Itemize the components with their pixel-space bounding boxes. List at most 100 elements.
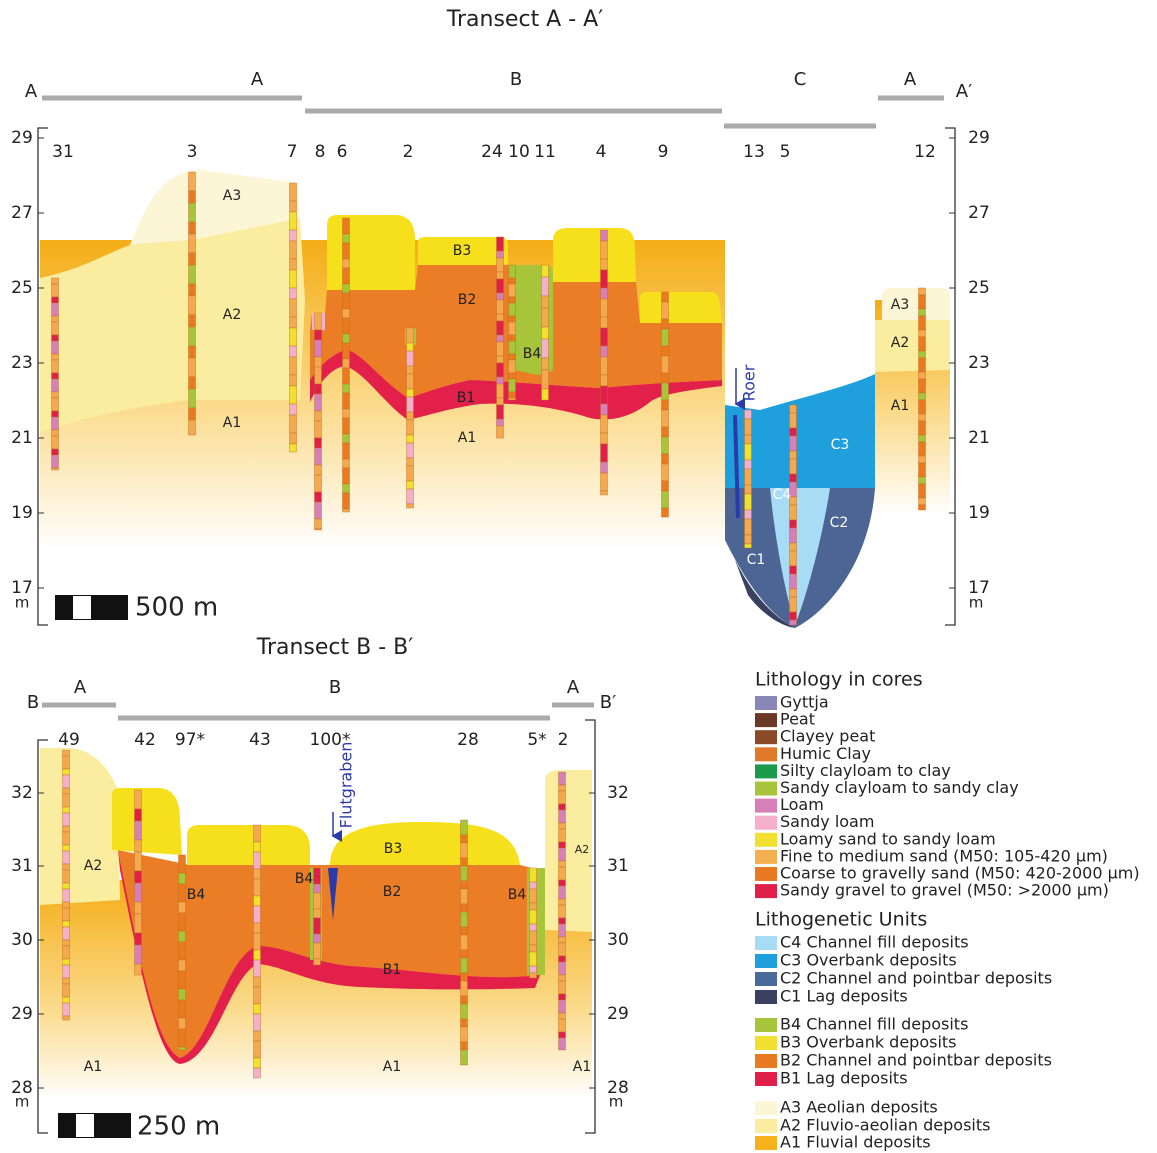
core-segment (135, 852, 142, 871)
core-segment (52, 354, 59, 360)
core-segment (189, 408, 196, 420)
core-segment (189, 172, 196, 191)
core-segment (63, 965, 70, 978)
core-segment (315, 438, 322, 448)
core-segment (290, 241, 297, 259)
core-segment (290, 288, 297, 299)
core-segment (745, 519, 752, 535)
core-segment (509, 265, 516, 278)
core-segment (189, 389, 196, 408)
legend-item: B3 Overbank deposits (780, 1033, 957, 1052)
core-segment (559, 1000, 566, 1013)
core-segment (790, 451, 797, 459)
axis-tick: 32 (11, 783, 33, 803)
core-segment (461, 935, 468, 950)
unit-label: A1 (383, 1059, 401, 1075)
core-segment (407, 397, 414, 412)
core-segment (790, 597, 797, 612)
core-segment (497, 398, 504, 405)
core-segment (407, 435, 414, 443)
core-segment (343, 443, 350, 459)
core-segment (559, 867, 566, 880)
core-segment (790, 543, 797, 551)
core-segment (530, 966, 537, 973)
core-segment (559, 1019, 566, 1032)
legend-swatch (755, 867, 777, 881)
core-segment (343, 334, 350, 343)
zone-label: A (904, 69, 917, 90)
core-segment (662, 464, 669, 481)
unit-label: C4 (773, 487, 792, 503)
core-segment (290, 444, 297, 452)
core-segment (461, 835, 468, 843)
core-segment (189, 191, 196, 203)
core-segment (254, 852, 261, 869)
core-segment (559, 981, 566, 994)
core-segment (601, 328, 608, 346)
core-segment (189, 253, 196, 265)
core-segment (662, 481, 669, 491)
core-segment (461, 1004, 468, 1019)
core-segment (542, 358, 549, 370)
unit-label: B1 (383, 962, 402, 978)
core-segment (63, 794, 70, 807)
unit-label: A1 (891, 398, 909, 414)
core-segment (63, 788, 70, 794)
core-segment (52, 455, 59, 468)
core-segment (314, 909, 321, 918)
legend-item: C2 Channel and pointbar deposits (780, 969, 1052, 988)
core-segment (745, 510, 752, 519)
unit-label: A1 (223, 415, 241, 431)
core-segment (343, 409, 350, 418)
core-segment (314, 884, 321, 893)
axis-tick: 21 (11, 428, 33, 448)
core-segment (189, 234, 196, 253)
core-segment (559, 880, 566, 886)
core-segment (559, 823, 566, 829)
core-segment (919, 351, 926, 358)
axis-tick: 27 (11, 203, 33, 223)
core-segment (52, 360, 59, 373)
core-segment (559, 861, 566, 867)
core-segment (63, 908, 70, 921)
core-segment (497, 300, 504, 314)
core-segment (497, 342, 504, 356)
core-segment (559, 956, 566, 962)
core-segment (601, 473, 608, 491)
core-segment (135, 883, 142, 902)
core-label: 13 (743, 142, 765, 162)
core-segment (407, 366, 414, 374)
core-segment (461, 843, 468, 858)
core-segment (343, 293, 350, 309)
core-segment (343, 243, 350, 259)
core-segment (135, 821, 142, 840)
legend-item: A3 Aeolian deposits (780, 1098, 938, 1117)
core-segment (52, 316, 59, 322)
core-segment (315, 394, 322, 411)
core-segment (254, 1031, 261, 1041)
end-label: A (25, 81, 38, 102)
core-segment (509, 398, 516, 400)
core-segment (601, 299, 608, 317)
core-segment (745, 494, 752, 510)
core-segment (601, 270, 608, 288)
axis-tick: 29 (607, 1004, 629, 1024)
axis-tick: 23 (968, 353, 990, 373)
core-segment (63, 940, 70, 946)
core-segment (343, 284, 350, 293)
core-segment (407, 374, 414, 389)
core-segment (745, 419, 752, 435)
core-segment (559, 918, 566, 924)
core-segment (290, 212, 297, 230)
unit-label: A2 (891, 335, 909, 351)
core-segment (290, 386, 297, 404)
core-segment (530, 945, 537, 952)
core-segment (63, 750, 70, 756)
core-segment (919, 498, 926, 505)
core-segment (745, 444, 752, 460)
core-segment (315, 313, 322, 330)
core-segment (254, 933, 261, 950)
core-segment (343, 418, 350, 434)
core-segment (52, 449, 59, 455)
core-segment (461, 904, 468, 912)
